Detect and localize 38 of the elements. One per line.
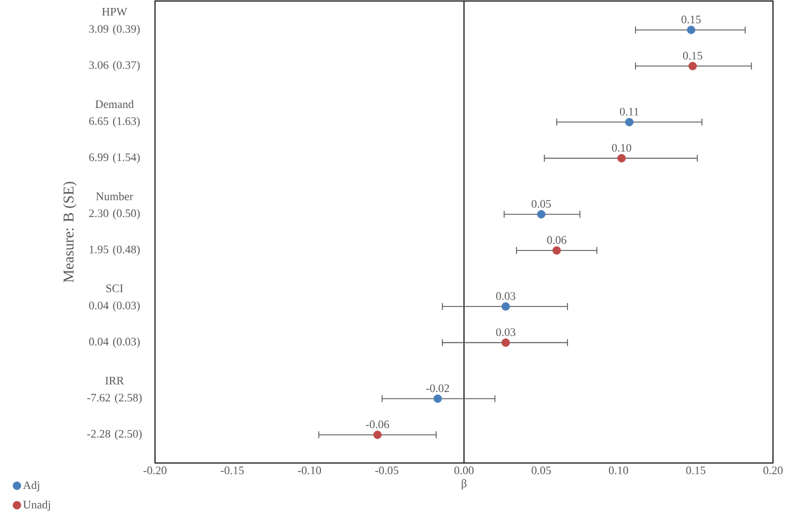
y-axis-title: Measure: B (SE) bbox=[63, 182, 77, 282]
x-tick-label: -0.05 bbox=[375, 466, 398, 474]
legend-label: Unadj bbox=[23, 500, 50, 511]
y-tick-label: -2.28 (2.50) bbox=[87, 430, 142, 440]
x-tick-label: 0.15 bbox=[686, 466, 706, 474]
data-label: 0.11 bbox=[620, 108, 638, 116]
data-label: 0.03 bbox=[496, 328, 516, 336]
data-label: 0.10 bbox=[612, 144, 632, 152]
y-tick-label: IRR bbox=[105, 376, 124, 384]
x-axis-title: β bbox=[462, 479, 466, 490]
y-tick-label: HPW bbox=[102, 8, 128, 16]
x-tick-label: 0.20 bbox=[763, 466, 783, 474]
x-tick-label: 0.05 bbox=[532, 466, 551, 474]
data-label: -0.02 bbox=[426, 384, 450, 392]
data-label: 0.06 bbox=[547, 236, 566, 244]
y-tick-label: 3.09 (0.39) bbox=[89, 24, 140, 36]
y-tick-label: SCI bbox=[106, 284, 123, 292]
x-tick-label: 0.00 bbox=[454, 466, 474, 474]
y-tick-label: 2.30 (0.50) bbox=[89, 209, 140, 220]
y-tick-label: 6.65 (1.63) bbox=[89, 116, 140, 128]
x-tick-label: -0.10 bbox=[298, 466, 321, 474]
y-tick-label: Number bbox=[96, 192, 134, 200]
data-label: 0.03 bbox=[496, 292, 516, 300]
y-tick-label: 0.04 (0.03) bbox=[89, 301, 140, 312]
legend-label: Adj bbox=[23, 481, 40, 492]
data-label: -0.06 bbox=[366, 420, 390, 428]
y-tick-label: 1.95 (0.48) bbox=[90, 245, 140, 256]
data-label: 0.15 bbox=[682, 16, 701, 24]
y-tick-label: 0.04 (0.03) bbox=[89, 337, 140, 348]
data-label: 0.05 bbox=[532, 200, 551, 208]
x-tick-label: 0.10 bbox=[608, 466, 628, 474]
y-tick-label: -7.62 (2.58) bbox=[87, 393, 142, 404]
y-tick-label: Demand bbox=[95, 100, 134, 108]
data-label: 0.15 bbox=[683, 52, 702, 60]
y-tick-label: 3.06 (0.37) bbox=[89, 60, 140, 72]
y-tick-label: 6.99 (1.54) bbox=[89, 153, 140, 164]
x-tick-label: -0.15 bbox=[220, 466, 244, 474]
x-tick-label: -0.20 bbox=[143, 466, 166, 474]
